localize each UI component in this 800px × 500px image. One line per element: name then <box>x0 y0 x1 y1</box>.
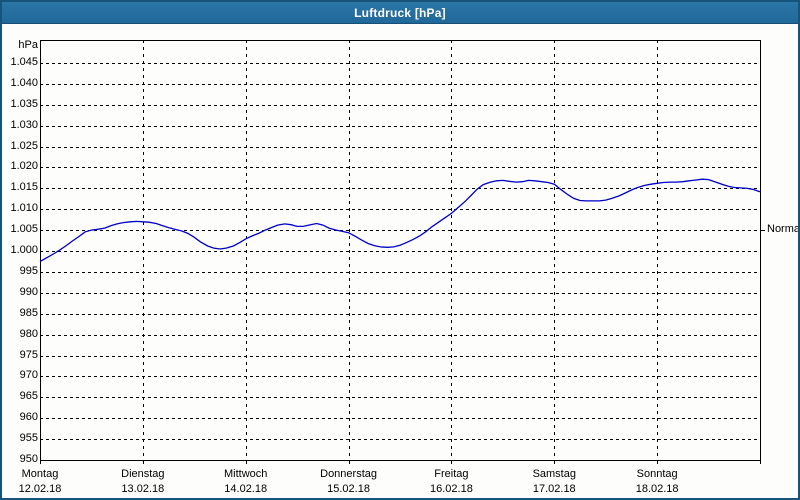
y-tick-label: 1.040 <box>10 77 38 89</box>
x-date-label: 16.02.18 <box>430 483 473 495</box>
x-date-label: 13.02.18 <box>121 483 165 495</box>
y-tick-label: 1.035 <box>10 98 38 110</box>
y-tick-label: 1.005 <box>10 223 38 235</box>
chart-canvas <box>39 40 765 464</box>
pressure-line-series <box>39 178 761 263</box>
y-tick-label: 950 <box>19 453 38 465</box>
y-tick-label: 985 <box>19 307 38 319</box>
x-day-label: Freitag <box>434 468 469 480</box>
x-date-label: 14.02.18 <box>224 483 268 495</box>
y-axis-unit-label: hPa <box>18 39 38 51</box>
normal-marker-label: Normal <box>767 222 800 235</box>
window-title: Luftdruck [hPa] <box>354 5 446 20</box>
y-tick-label: 975 <box>19 349 38 361</box>
x-day-label: Montag <box>21 468 59 480</box>
y-tick-label: 965 <box>19 390 38 402</box>
x-date-label: 15.02.18 <box>327 483 370 495</box>
y-tick-label: 1.000 <box>10 244 38 256</box>
y-tick-label: 960 <box>19 411 38 423</box>
x-day-label: Sonntag <box>636 468 678 480</box>
x-day-label: Dienstag <box>121 468 165 480</box>
y-tick-label: 955 <box>19 432 38 444</box>
y-tick-label: 1.010 <box>10 202 38 214</box>
x-date-label: 18.02.18 <box>635 483 679 495</box>
y-tick-label: 1.030 <box>10 119 38 131</box>
titlebar: Luftdruck [hPa] <box>2 2 798 24</box>
y-tick-label: 1.045 <box>10 56 38 68</box>
y-tick-label: 995 <box>19 265 38 277</box>
pressure-chart: hPa 950 955 960 965 970 975 980 985 990 995 1.000 1… <box>2 24 798 498</box>
plot-border <box>40 40 761 461</box>
y-tick-label: 1.015 <box>10 181 38 193</box>
x-day-label: Mittwoch <box>224 468 268 480</box>
x-date-label: 12.02.18 <box>18 483 62 495</box>
y-tick-label: 980 <box>19 328 38 340</box>
y-tick-label: 970 <box>19 369 38 381</box>
x-day-label: Samstag <box>532 468 576 480</box>
y-tick-label: 1.020 <box>10 160 38 172</box>
y-tick-label: 990 <box>19 286 38 298</box>
y-tick-label: 1.025 <box>10 140 38 152</box>
x-day-label: Donnerstag <box>320 468 377 480</box>
x-date-label: 17.02.18 <box>532 483 576 495</box>
